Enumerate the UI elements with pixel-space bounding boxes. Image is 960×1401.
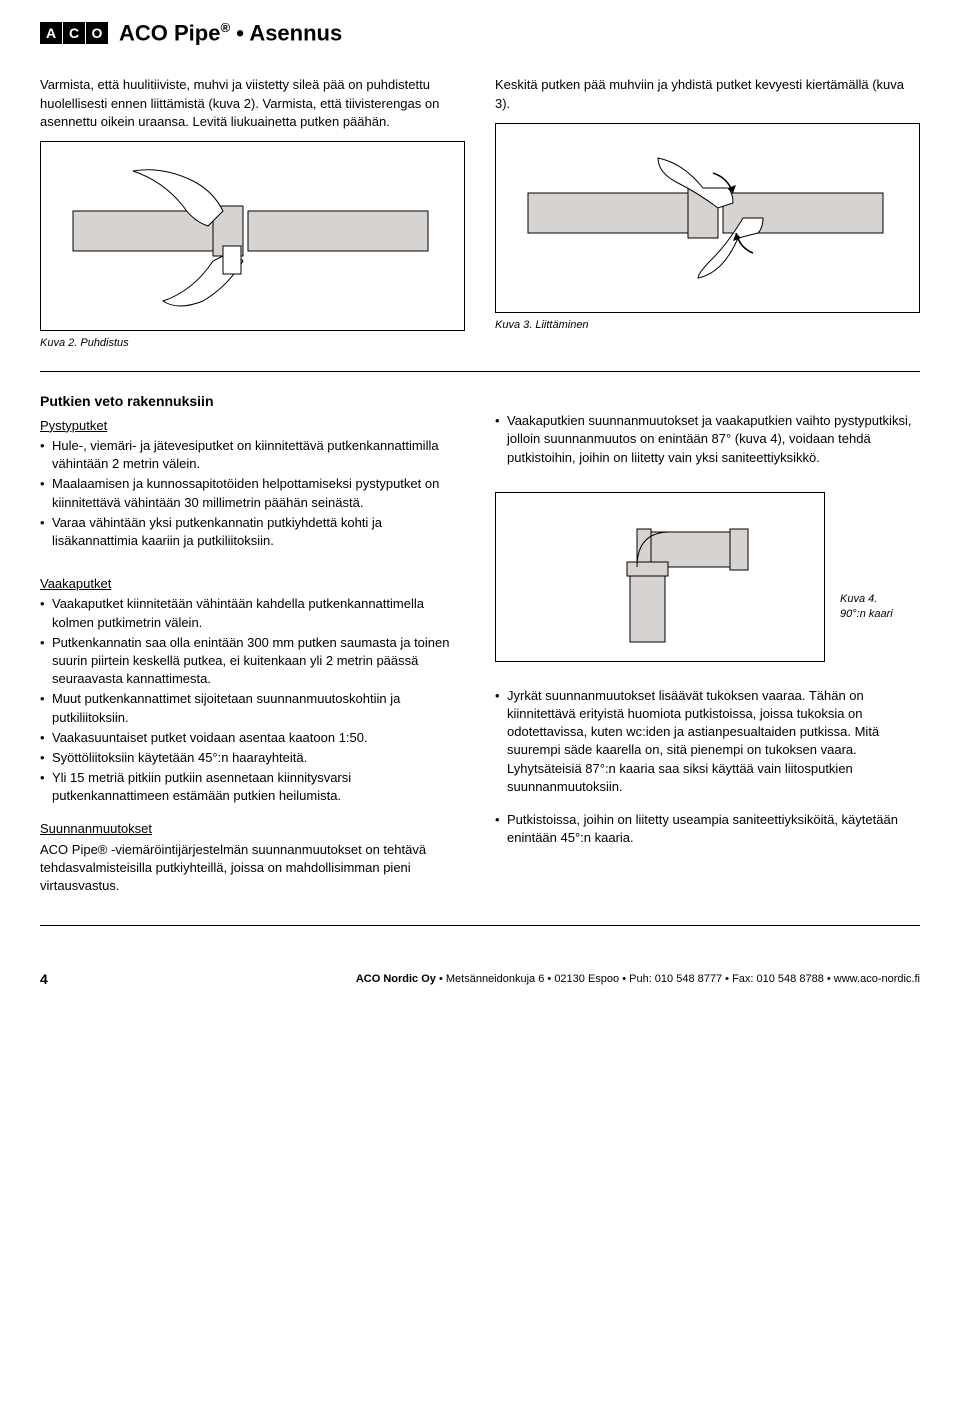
pystyputket-head: Pystyputket bbox=[40, 417, 465, 435]
list-item: Putkistoissa, joihin on liitetty useampi… bbox=[495, 811, 920, 847]
footer-postal: 02130 Espoo bbox=[554, 973, 619, 985]
footer-sep: • bbox=[436, 973, 446, 985]
section-title: Putkien veto rakennuksiin bbox=[40, 392, 465, 412]
vaakaputket-list: Vaakaputket kiinnitetään vähintään kahde… bbox=[40, 595, 465, 805]
figure-4 bbox=[495, 492, 825, 662]
suunnanmuutokset-head: Suunnanmuutokset bbox=[40, 820, 465, 838]
page-number: 4 bbox=[40, 971, 48, 987]
list-item: Vaakaputkien suunnanmuutokset ja vaakapu… bbox=[495, 412, 920, 467]
main-left: Putkien veto rakennuksiin Pystyputket Hu… bbox=[40, 392, 465, 895]
figure-4-svg bbox=[530, 502, 790, 652]
logo-letter-c: C bbox=[63, 22, 85, 44]
title-suffix: Asennus bbox=[249, 20, 342, 45]
figure-4-caption: Kuva 4. 90°:n kaari bbox=[840, 492, 920, 623]
figure-3-svg bbox=[518, 133, 898, 303]
divider-1 bbox=[40, 371, 920, 372]
footer-phone: Puh: 010 548 8777 bbox=[629, 973, 722, 985]
registered-mark: ® bbox=[220, 20, 230, 35]
page-footer: 4 ACO Nordic Oy • Metsänneidonkuja 6 • 0… bbox=[40, 966, 920, 987]
logo-letter-o: O bbox=[86, 22, 108, 44]
pystyputket-list: Hule-, viemäri- ja jätevesiputket on kii… bbox=[40, 437, 465, 550]
list-item: Syöttöliitoksiin käytetään 45°:n haarayh… bbox=[40, 749, 465, 767]
main-right: Vaakaputkien suunnanmuutokset ja vaakapu… bbox=[495, 392, 920, 895]
right-top-list: Vaakaputkien suunnanmuutokset ja vaakapu… bbox=[495, 412, 920, 467]
title-sep: • bbox=[230, 20, 249, 45]
list-item: Muut putkenkannattimet sijoitetaan suunn… bbox=[40, 690, 465, 726]
right-bottom-list: Jyrkät suunnanmuutokset lisäävät tukokse… bbox=[495, 687, 920, 848]
footer-divider bbox=[40, 925, 920, 926]
figure-3-caption: Kuva 3. Liittäminen bbox=[495, 318, 920, 333]
footer-addr: Metsänneidonkuja 6 bbox=[446, 973, 544, 985]
footer-company: ACO Nordic Oy bbox=[356, 973, 436, 985]
list-item: Jyrkät suunnanmuutokset lisäävät tukokse… bbox=[495, 687, 920, 796]
list-item: Varaa vähintään yksi putkenkannatin putk… bbox=[40, 514, 465, 550]
intro-left: Varmista, että huulitiiviste, muhvi ja v… bbox=[40, 76, 465, 351]
list-item: Maalaamisen ja kunnossapitotöiden helpot… bbox=[40, 475, 465, 511]
footer-fax: Fax: 010 548 8788 bbox=[732, 973, 824, 985]
figure-2 bbox=[40, 141, 465, 331]
footer-text: ACO Nordic Oy • Metsänneidonkuja 6 • 021… bbox=[356, 973, 920, 985]
figure-2-caption: Kuva 2. Puhdistus bbox=[40, 336, 465, 351]
list-item: Yli 15 metriä pitkiin putkiin asennetaan… bbox=[40, 769, 465, 805]
list-item: Vaakasuuntaiset putket voidaan asentaa k… bbox=[40, 729, 465, 747]
intro-right-para: Keskitä putken pää muhviin ja yhdistä pu… bbox=[495, 76, 920, 112]
list-item: Vaakaputket kiinnitetään vähintään kahde… bbox=[40, 595, 465, 631]
main-columns: Putkien veto rakennuksiin Pystyputket Hu… bbox=[40, 392, 920, 895]
footer-web: www.aco-nordic.fi bbox=[834, 973, 920, 985]
page-title: ACO Pipe® • Asennus bbox=[119, 20, 342, 46]
suunnanmuutokset-para: ACO Pipe® -viemäröintijärjestelmän suunn… bbox=[40, 841, 465, 896]
aco-logo: A C O bbox=[40, 22, 109, 44]
intro-left-para: Varmista, että huulitiiviste, muhvi ja v… bbox=[40, 76, 465, 131]
fig4-line1: Kuva 4. bbox=[840, 592, 920, 607]
logo-letter-a: A bbox=[40, 22, 62, 44]
list-item: Hule-, viemäri- ja jätevesiputket on kii… bbox=[40, 437, 465, 473]
intro-columns: Varmista, että huulitiiviste, muhvi ja v… bbox=[40, 76, 920, 351]
list-item: Putkenkannatin saa olla enintään 300 mm … bbox=[40, 634, 465, 689]
fig4-line2: 90°:n kaari bbox=[840, 607, 920, 622]
page-header: A C O ACO Pipe® • Asennus bbox=[40, 20, 920, 46]
title-prefix: ACO Pipe bbox=[119, 20, 220, 45]
intro-right: Keskitä putken pää muhviin ja yhdistä pu… bbox=[495, 76, 920, 351]
figure-3 bbox=[495, 123, 920, 313]
figure-2-svg bbox=[63, 151, 443, 321]
vaakaputket-head: Vaakaputket bbox=[40, 575, 465, 593]
